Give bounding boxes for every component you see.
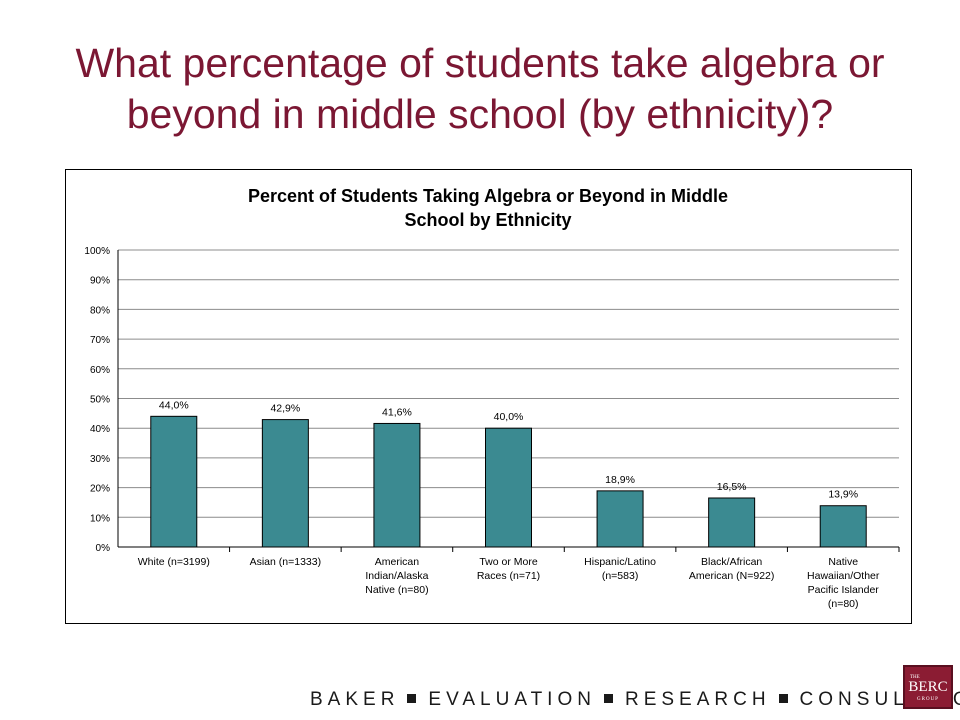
footer-word-research: RESEARCH: [624, 689, 771, 710]
x-category-label: Hawaiian/Other: [807, 570, 880, 582]
page-title-line-2: beyond in middle school (by ethnicity)?: [126, 91, 834, 137]
x-category-label: Native (n=80): [365, 584, 428, 596]
logo-group: GROUP: [917, 697, 939, 702]
bar: [708, 497, 756, 548]
x-category-label: American: [375, 556, 420, 568]
berc-logo: THE BERC GROUP: [903, 665, 953, 709]
bar: [150, 415, 198, 548]
bar-chart: Percent of Students Taking Algebra or Be…: [84, 186, 900, 610]
square-bullet-icon: [407, 694, 417, 704]
bar: [819, 505, 867, 548]
data-label: 18,9%: [605, 474, 635, 486]
data-label: 40,0%: [494, 411, 524, 423]
y-tick-label: 100%: [84, 246, 110, 257]
data-label: 42,9%: [270, 403, 300, 415]
x-category-label: Hispanic/Latino: [584, 556, 656, 568]
y-tick-label: 0%: [96, 543, 111, 554]
x-category-label: Two or More: [479, 556, 538, 568]
square-bullet-icon: [778, 694, 788, 704]
bar: [373, 422, 421, 548]
bar: [261, 419, 309, 548]
y-tick-label: 90%: [90, 276, 110, 287]
page-title: What percentage of students take algebra…: [0, 38, 960, 140]
data-label: 44,0%: [159, 399, 189, 411]
data-label: 16,5%: [717, 481, 747, 493]
y-tick-label: 40%: [90, 424, 110, 435]
square-bullet-icon: [603, 694, 613, 704]
data-label: 41,6%: [382, 406, 412, 418]
chart-title-line: School by Ethnicity: [404, 210, 571, 230]
chart-title-line: Percent of Students Taking Algebra or Be…: [248, 186, 728, 206]
footer-word-baker: BAKER: [310, 689, 400, 710]
y-tick-label: 30%: [90, 454, 110, 465]
y-tick-label: 20%: [90, 484, 110, 495]
page-title-line-1: What percentage of students take algebra…: [75, 40, 885, 86]
data-label: 13,9%: [828, 489, 858, 501]
x-category-label: Races (n=71): [477, 570, 540, 582]
logo-name: BERC: [908, 679, 948, 695]
x-category-label: (n=583): [602, 570, 638, 582]
x-category-label: Indian/Alaska: [365, 570, 428, 582]
x-category-label: White (n=3199): [138, 556, 210, 568]
x-category-label: American (N=922): [689, 570, 775, 582]
footer-tagline: BAKER EVALUATION RESEARCH CONSULTING: [310, 689, 960, 711]
chart-frame: Percent of Students Taking Algebra or Be…: [65, 169, 912, 624]
footer-word-evaluation: EVALUATION: [428, 689, 596, 710]
y-tick-label: 60%: [90, 365, 110, 376]
x-category-label: Pacific Islander: [808, 584, 880, 596]
bar: [596, 490, 644, 548]
y-tick-label: 50%: [90, 395, 110, 406]
logo-the: THE: [910, 675, 920, 680]
x-category-label: Asian (n=1333): [250, 556, 322, 568]
y-tick-label: 80%: [90, 305, 110, 316]
x-category-label: Native: [828, 556, 858, 568]
y-tick-label: 70%: [90, 335, 110, 346]
x-category-label: (n=80): [828, 598, 859, 610]
bar: [485, 427, 532, 548]
x-category-label: Black/African: [701, 556, 762, 568]
y-tick-label: 10%: [90, 513, 110, 524]
